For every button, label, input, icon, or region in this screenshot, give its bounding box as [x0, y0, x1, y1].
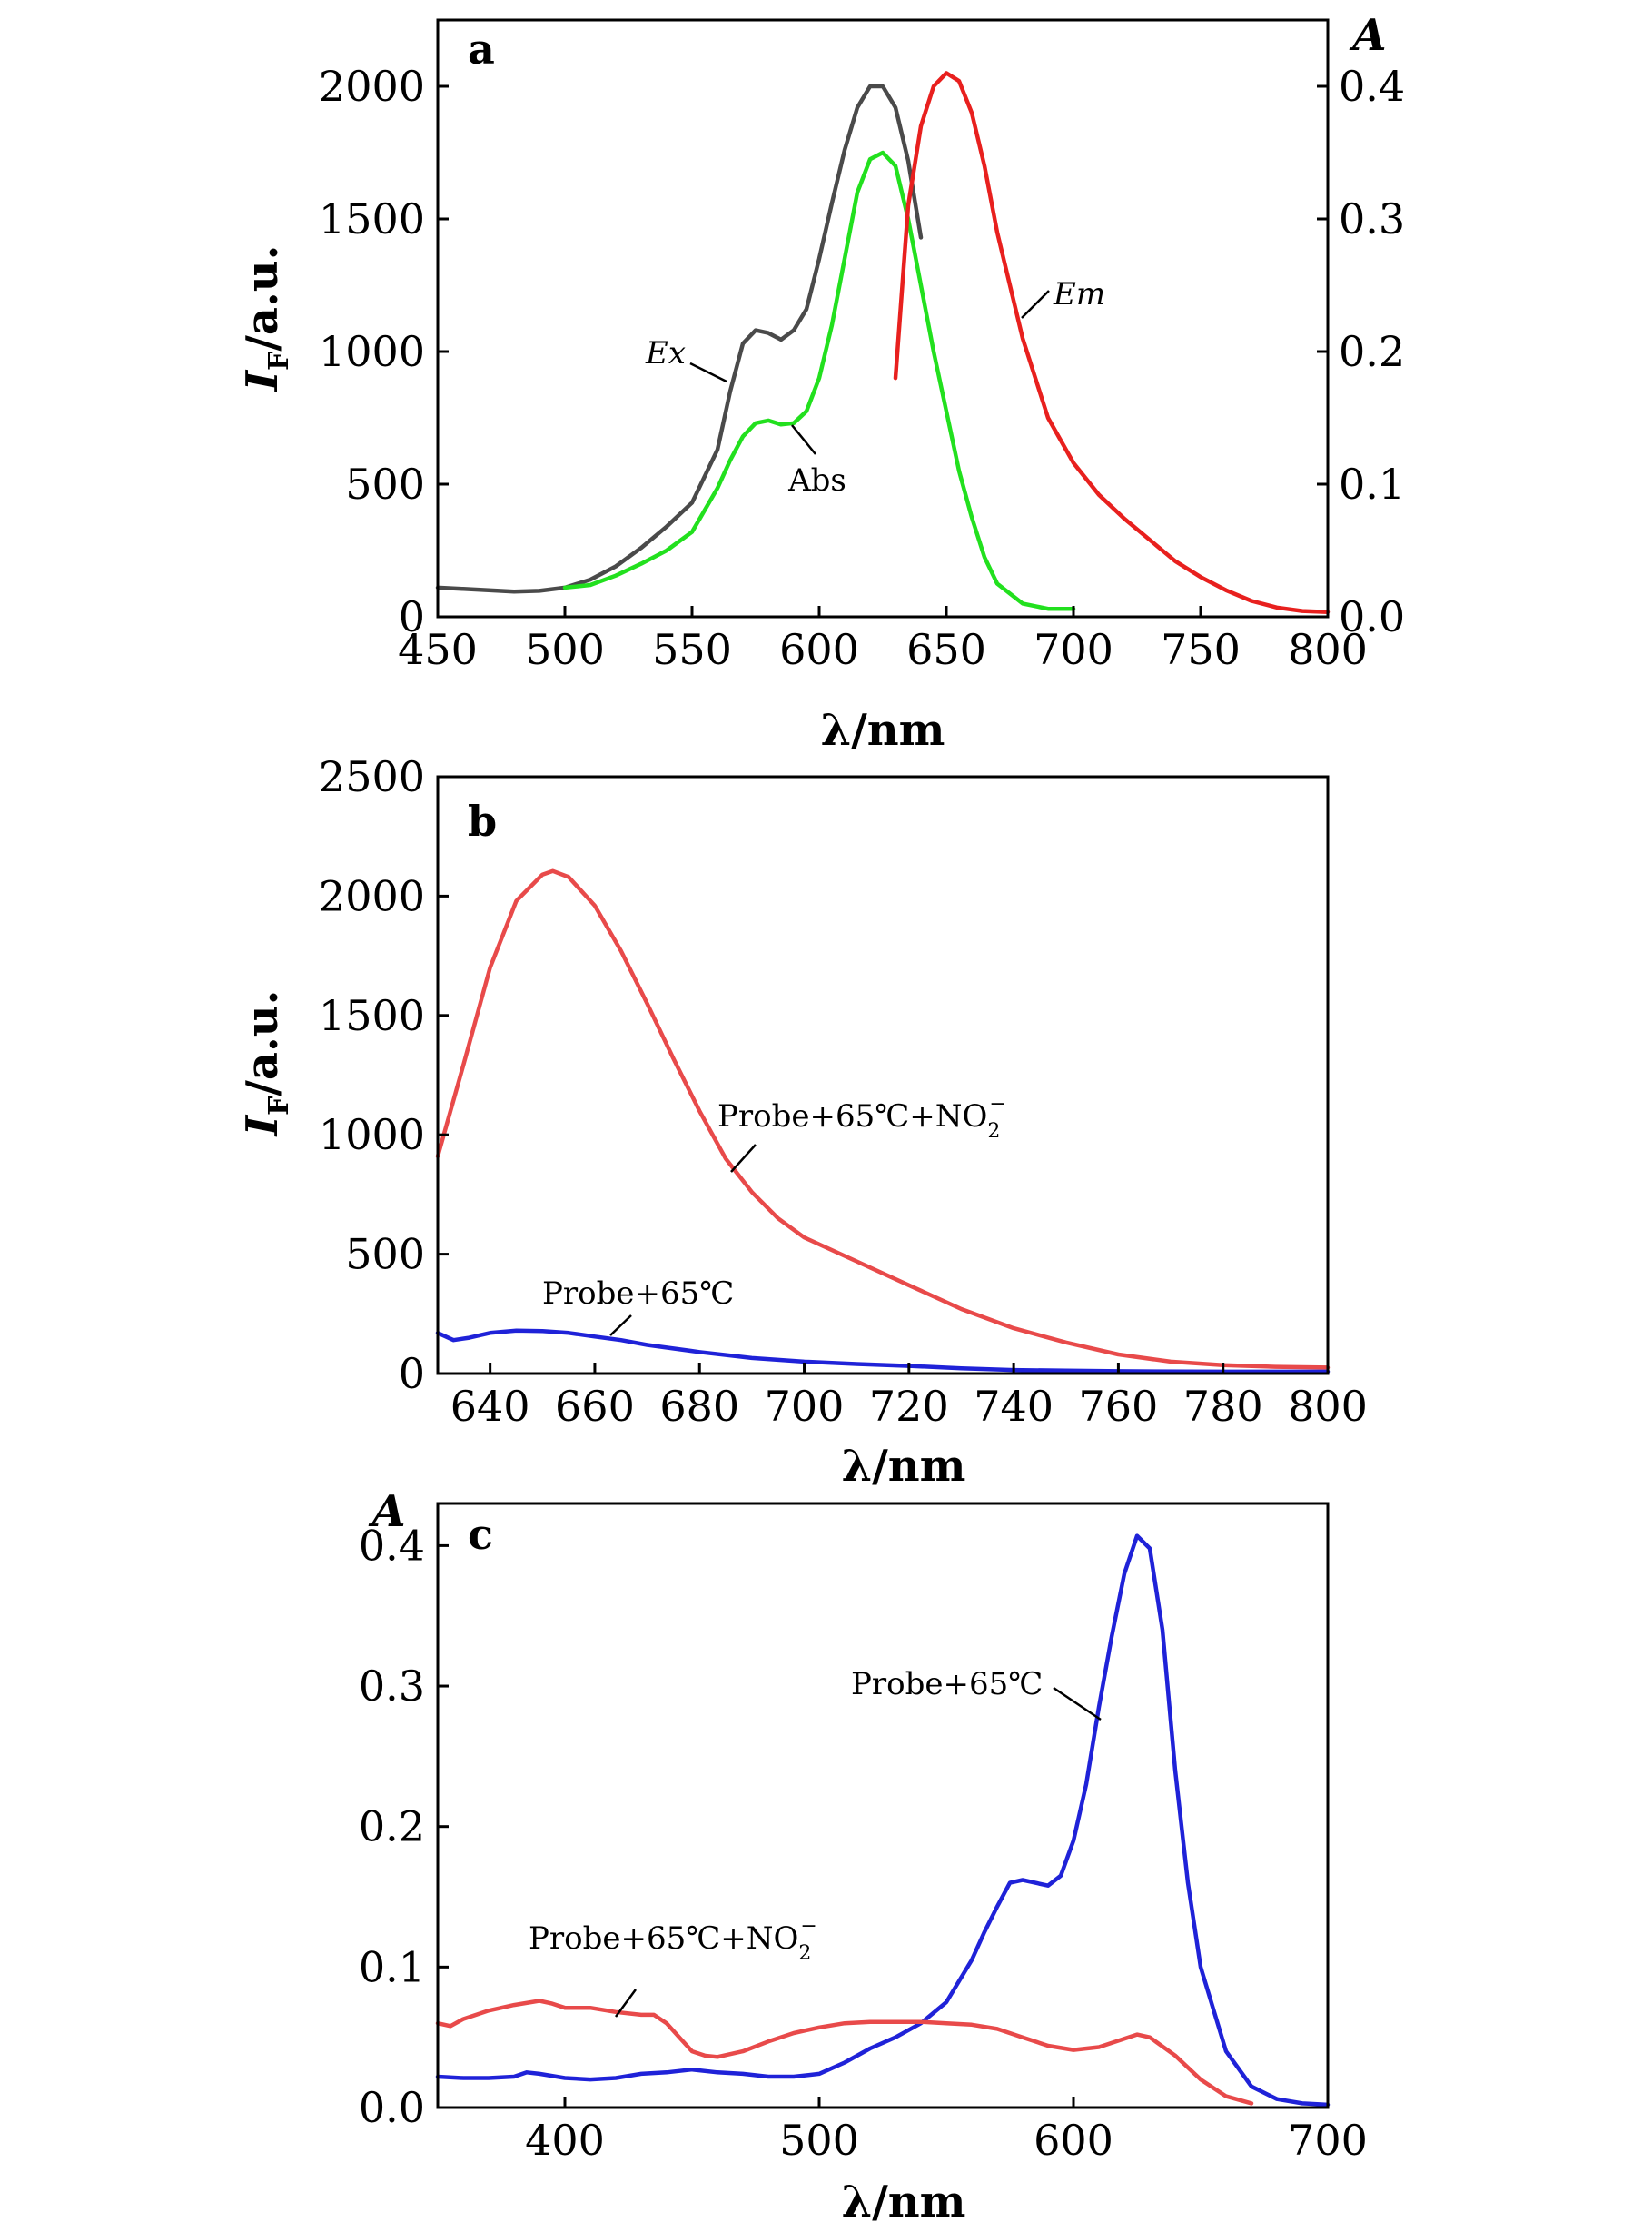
panel-a-xtick-label-5: 700	[1034, 625, 1113, 674]
panel-c-series-line-0	[435, 1533, 1331, 2108]
panel-a-xtick-label-1: 500	[525, 625, 605, 674]
panel-b-frame	[436, 775, 1330, 1375]
panel-a-ticks: 450 500 550 600 650 700 750 800 0 500 1000 1500 2000…	[319, 62, 1405, 674]
panel-a-series-layer	[435, 71, 1331, 614]
panel-a-abs-label: Abs	[787, 462, 846, 499]
panel-b-xtick-label-2: 680	[659, 1382, 739, 1431]
panel-c-xtick-label-0: 400	[525, 2116, 605, 2165]
panel-c-ticks: 400 500 600 700 0.0 0.1 0.2 0.3 0.4	[359, 1521, 1368, 2165]
panel-b-ytick-label-2: 1000	[319, 1110, 425, 1159]
panel-c-series-layer	[435, 1533, 1331, 2108]
panel-a-ex-label: Ex	[645, 335, 686, 372]
panel-a-y2label: A	[1349, 10, 1386, 61]
panel-b-xtick-label-1: 660	[555, 1382, 635, 1431]
panel-a-xlabel: λ/nm	[821, 705, 945, 756]
panel-a-ex-leader	[689, 362, 727, 383]
panel-b-xtick-label-4: 720	[869, 1382, 949, 1431]
svg-text:IF/a.u.: IF/a.u.	[237, 245, 295, 393]
panel-a-y2tick-label-3: 0.3	[1339, 194, 1405, 243]
panel-a-ytick-label-0: 0	[399, 592, 425, 641]
panel-b-series-layer	[435, 868, 1331, 1374]
panel-c-series-line-1	[435, 1999, 1254, 2106]
panel-a-ylabel: IF/a.u.	[237, 245, 295, 393]
panel-c-label: c	[468, 1510, 493, 1559]
panel-b-xtick-label-6: 760	[1079, 1382, 1159, 1431]
panel-a-ytick-label-4: 2000	[319, 62, 425, 111]
panel-c-ylabel: A	[368, 1486, 405, 1537]
panel-a: 450 500 550 600 650 700 750 800 0 500 1000 1500 2000…	[237, 10, 1405, 756]
panel-a-em-leader	[1021, 290, 1050, 319]
svg-text:IF/a.u.: IF/a.u.	[237, 990, 295, 1138]
panel-b-xlabel: λ/nm	[842, 1441, 966, 1492]
panel-c-ytick-label-1: 0.1	[359, 1942, 425, 1991]
panel-b-blue-label: Probe+65℃	[542, 1275, 734, 1312]
panel-a-series-line-1	[562, 150, 1076, 611]
panel-c: 400 500 600 700 0.0 0.1 0.2 0.3 0.4 c A λ/nm Pro…	[359, 1486, 1368, 2227]
panel-c-xtick-label-2: 600	[1034, 2116, 1113, 2165]
panel-a-xtick-label-7: 800	[1288, 625, 1368, 674]
panel-b-ticks: 640 660 680 700 720 740 760 780 800 0 500 1000 1500 2…	[319, 752, 1368, 1431]
panel-a-y2tick-label-4: 0.4	[1339, 62, 1405, 111]
panel-b-ytick-label-3: 1500	[319, 991, 425, 1040]
panel-c-red-leader	[614, 1989, 638, 2018]
panel-c-frame	[436, 1502, 1330, 2109]
panel-a-xtick-label-0: 450	[398, 625, 478, 674]
panel-b: 640 660 680 700 720 740 760 780 800 0 500 1000 1500 2…	[237, 752, 1368, 1492]
panel-a-xtick-label-4: 650	[906, 625, 986, 674]
panel-c-xlabel: λ/nm	[842, 2177, 966, 2227]
panel-a-xtick-label-6: 750	[1161, 625, 1241, 674]
panel-b-ytick-label-5: 2500	[319, 752, 425, 801]
panel-a-label: a	[468, 25, 495, 74]
panel-c-blue-label: Probe+65℃	[851, 1666, 1043, 1702]
panel-a-series-line-0	[435, 84, 924, 594]
panel-b-xtick-label-0: 640	[450, 1382, 530, 1431]
panel-a-y2tick-label-1: 0.1	[1339, 460, 1405, 509]
panel-a-y2tick-label-2: 0.2	[1339, 327, 1405, 376]
panel-a-abs-leader	[791, 424, 816, 455]
panel-a-xtick-label-3: 600	[779, 625, 859, 674]
panel-a-xtick-label-2: 550	[652, 625, 732, 674]
panel-c-ytick-label-2: 0.2	[359, 1802, 425, 1851]
panel-b-xtick-label-5: 740	[974, 1382, 1054, 1431]
panel-a-series-line-2	[893, 71, 1331, 614]
panel-b-ylabel: IF/a.u.	[237, 990, 295, 1138]
panel-b-blue-leader	[609, 1314, 632, 1336]
panel-c-ytick-label-0: 0.0	[359, 2083, 425, 2132]
panel-b-label: b	[468, 797, 497, 846]
panel-b-ytick-label-4: 2000	[319, 871, 425, 920]
panel-b-ytick-label-0: 0	[399, 1349, 425, 1398]
panel-a-ytick-label-1: 500	[345, 460, 425, 509]
panel-c-ytick-label-3: 0.3	[359, 1662, 425, 1711]
panel-a-y2tick-label-0: 0.0	[1339, 592, 1405, 641]
panel-c-blue-leader	[1053, 1686, 1102, 1721]
panel-b-xtick-label-3: 700	[765, 1382, 845, 1431]
panel-b-xtick-label-7: 780	[1183, 1382, 1263, 1431]
panel-b-series-line-0	[435, 868, 1331, 1370]
panel-a-em-label: Em	[1053, 276, 1105, 312]
panel-b-series-line-1	[435, 1328, 1331, 1374]
panel-c-xtick-label-3: 700	[1288, 2116, 1368, 2165]
panel-c-xtick-label-1: 500	[779, 2116, 859, 2165]
panel-b-xtick-label-8: 800	[1288, 1382, 1368, 1431]
panel-b-red-label: Probe+65℃+NO2−	[717, 1093, 1006, 1143]
panel-a-frame	[436, 18, 1330, 619]
panel-b-ytick-label-1: 500	[345, 1230, 425, 1279]
panel-b-red-leader	[730, 1144, 757, 1173]
panel-a-ytick-label-3: 1500	[319, 194, 425, 243]
panel-a-ytick-label-2: 1000	[319, 327, 425, 376]
panel-c-red-label: Probe+65℃+NO2−	[529, 1915, 817, 1965]
panel-c-ytick-label-4: 0.4	[359, 1521, 425, 1570]
